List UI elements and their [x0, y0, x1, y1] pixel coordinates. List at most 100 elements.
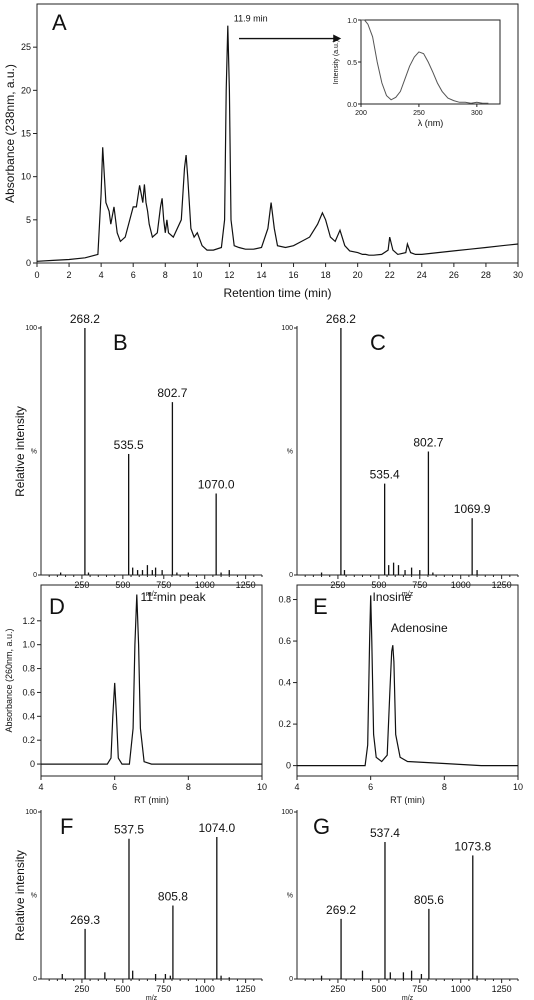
inset-xtick-label: 300 — [471, 110, 483, 117]
panel-b-letter: B — [113, 330, 128, 355]
panel-d-ytick-label: 0.8 — [22, 664, 35, 674]
inset-xlabel: λ (nm) — [418, 118, 444, 128]
panel-b-peak-label: 1070.0 — [198, 477, 235, 491]
panel-f-xtick-label: 1250 — [236, 984, 256, 994]
panel-f-peak-label: 1074.0 — [198, 821, 235, 835]
panel-c-ytick-label: 0 — [289, 572, 293, 579]
inset-trace — [361, 19, 489, 104]
panel-f-ytick-label: 0 — [33, 976, 37, 983]
panel-a-xtick-label: 8 — [163, 270, 168, 280]
panel-f-xtick-label: 250 — [74, 984, 89, 994]
panel-g-ytick-label: % — [287, 893, 293, 900]
panel-a-ytick-label: 5 — [26, 215, 31, 225]
panel-e-xlabel: RT (min) — [390, 795, 425, 805]
arrow-head-icon — [333, 34, 342, 43]
panel-g-peak-label: 537.4 — [370, 826, 400, 840]
panel-e-xtick-label: 8 — [442, 782, 447, 792]
panel-c-peak-label: 802.7 — [413, 436, 443, 450]
panel-f-ytick-label: % — [31, 893, 37, 900]
inset-xtick-label: 200 — [355, 110, 367, 117]
panel-g-xtick-label: 500 — [371, 984, 386, 994]
panel-a-xtick-label: 30 — [513, 270, 523, 280]
panel-a-ylabel: Absorbance (238nm, a.u.) — [3, 64, 17, 203]
panel-f-peak-label: 269.3 — [70, 913, 100, 927]
panel-d-xtick-label: 8 — [186, 782, 191, 792]
panel-g-xtick-label: 250 — [330, 984, 345, 994]
panel-d-ytick-label: 1.2 — [22, 616, 35, 626]
panel-c-xlabel: m/z — [402, 591, 414, 598]
panel-g-xtick-label: 750 — [412, 984, 427, 994]
panel-a-xtick-label: 4 — [99, 270, 104, 280]
panel-a-xtick-label: 18 — [321, 270, 331, 280]
panel-e-ytick-label: 0.8 — [278, 595, 291, 605]
panel-d-letter: D — [49, 594, 65, 619]
panel-b-xlabel: m/z — [146, 591, 158, 598]
panel-g-xlabel: m/z — [402, 995, 414, 1000]
panel-d-ytick-label: 0 — [30, 759, 35, 769]
panel-e-xtick-label: 4 — [294, 782, 299, 792]
panel-b-peak-label: 268.2 — [70, 312, 100, 326]
panel-a-ytick-label: 15 — [21, 129, 31, 139]
panel-a-ytick-label: 20 — [21, 85, 31, 95]
panel-f-xtick-label: 750 — [156, 984, 171, 994]
panel-a-ytick-label: 10 — [21, 172, 31, 182]
panel-a-xtick-label: 22 — [385, 270, 395, 280]
panel-d-ylabel: Absorbance (260nm, a.u.) — [4, 628, 14, 732]
panel-f-xtick-label: 500 — [115, 984, 130, 994]
panel-b-ytick-label: % — [31, 449, 37, 456]
panel-e-trace — [297, 595, 518, 767]
panel-b-peak-label: 535.5 — [114, 438, 144, 452]
panel-g-peak-label: 1073.8 — [454, 839, 491, 853]
panel-d-ytick-label: 0.2 — [22, 735, 35, 745]
panel-e-xtick-label: 10 — [513, 782, 523, 792]
panel-a-letter: A — [52, 10, 67, 35]
panel-d-xlabel: RT (min) — [134, 795, 169, 805]
panel-c-peak-label: 268.2 — [326, 312, 356, 326]
panel-a-xtick-label: 12 — [224, 270, 234, 280]
panel-e-letter: E — [313, 594, 328, 619]
panel-d-ytick-label: 1.0 — [22, 640, 35, 650]
panel-d-xtick-label: 6 — [112, 782, 117, 792]
panel-a-xtick-label: 16 — [289, 270, 299, 280]
panel-a-xtick-label: 26 — [449, 270, 459, 280]
panel-d-ytick-label: 0.4 — [22, 711, 35, 721]
panel-c-letter: C — [370, 330, 386, 355]
panel-g-xtick-label: 1000 — [451, 984, 471, 994]
inset-xtick-label: 250 — [413, 110, 425, 117]
panel-g-xtick-label: 1250 — [492, 984, 512, 994]
panel-g-letter: G — [313, 814, 330, 839]
panel-g-ytick-label: 100 — [281, 809, 293, 816]
panel-f-ylabel: Relative intensity — [13, 850, 27, 941]
panel-e-frame — [296, 584, 519, 777]
panel-a-xtick-label: 20 — [353, 270, 363, 280]
panel-e-ytick-label: 0.4 — [278, 678, 291, 688]
panel-e-ytick-label: 0.2 — [278, 719, 291, 729]
panel-a-xtick-label: 28 — [481, 270, 491, 280]
panel-c-peak-label: 1069.9 — [454, 502, 491, 516]
panel-d-peak-label: 11-min peak — [140, 590, 206, 604]
panel-a-xtick-label: 10 — [192, 270, 202, 280]
inset-ytick-label: 1.0 — [347, 18, 357, 25]
panel-a-xlabel: Retention time (min) — [223, 286, 331, 300]
panel-b-ytick-label: 0 — [33, 572, 37, 579]
inset-ytick-label: 0.5 — [347, 60, 357, 67]
panel-a-ytick-label: 0 — [26, 258, 31, 268]
panel-b-ylabel: Relative intensity — [13, 406, 27, 497]
panel-d-trace — [41, 594, 262, 765]
panel-g-peak-label: 805.6 — [414, 893, 444, 907]
panel-f-xlabel: m/z — [146, 995, 158, 1000]
panel-a-xtick-label: 24 — [417, 270, 427, 280]
panel-c-ytick-label: 100 — [281, 325, 293, 332]
panel-a-ytick-label: 25 — [21, 42, 31, 52]
inset-ylabel: Intensity (a.u.) — [333, 40, 340, 84]
panel-f-xtick-label: 1000 — [195, 984, 215, 994]
panel-g-ytick-label: 0 — [289, 976, 293, 983]
panel-g-peak-label: 269.2 — [326, 903, 356, 917]
panel-e-inosine-label: Inosine — [373, 590, 412, 604]
panel-a-xtick-label: 6 — [131, 270, 136, 280]
panel-e-ytick-label: 0.6 — [278, 636, 291, 646]
panel-f-ytick-label: 100 — [25, 809, 37, 816]
panel-f-letter: F — [60, 814, 73, 839]
panel-b-peak-label: 802.7 — [157, 386, 187, 400]
